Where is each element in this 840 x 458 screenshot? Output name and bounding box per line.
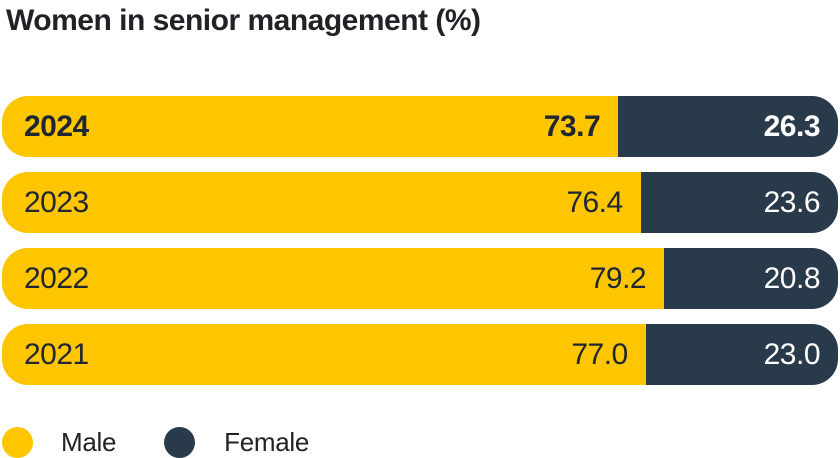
female-value: 23.6 [763,185,821,219]
bar-row-2023: 2023 76.4 23.6 [2,172,838,233]
bar-segment-female-2022: 20.8 [664,248,838,309]
bar-row-2024: 2024 73.7 26.3 [2,96,838,157]
legend-female-swatch-icon [164,427,196,458]
legend-male-label: Male [61,427,117,457]
bar-segment-female-2023: 23.6 [640,172,838,233]
year-label: 2023 [24,185,89,219]
bar-segment-male-2022: 2022 79.2 [2,248,665,309]
male-value: 73.7 [543,109,601,143]
bar-row-2022: 2022 79.2 20.8 [2,248,838,309]
chart-title: Women in senior management (%) [6,4,481,37]
bar-row-2021: 2021 77.0 23.0 [2,324,838,385]
bar-segment-male-2023: 2023 76.4 [2,172,641,233]
female-value: 23.0 [763,337,821,371]
bar-segment-female-2021: 23.0 [645,324,838,385]
legend: Male Female [2,427,838,458]
year-label: 2024 [24,109,89,143]
female-value: 26.3 [763,109,821,143]
bar-segment-male-2024: 2024 73.7 [2,96,619,157]
male-value: 76.4 [566,185,623,219]
legend-male-swatch-icon [2,427,33,458]
legend-female-label: Female [224,427,310,457]
female-value: 20.8 [763,261,821,295]
year-label: 2021 [24,337,89,371]
bar-segment-female-2024: 26.3 [618,96,838,157]
year-label: 2022 [24,261,89,295]
male-value: 77.0 [571,337,628,371]
bar-segment-male-2021: 2021 77.0 [2,324,646,385]
bar-chart: 2024 73.7 26.3 2023 76.4 23.6 2022 79.2 … [2,96,838,385]
male-value: 79.2 [589,261,647,295]
